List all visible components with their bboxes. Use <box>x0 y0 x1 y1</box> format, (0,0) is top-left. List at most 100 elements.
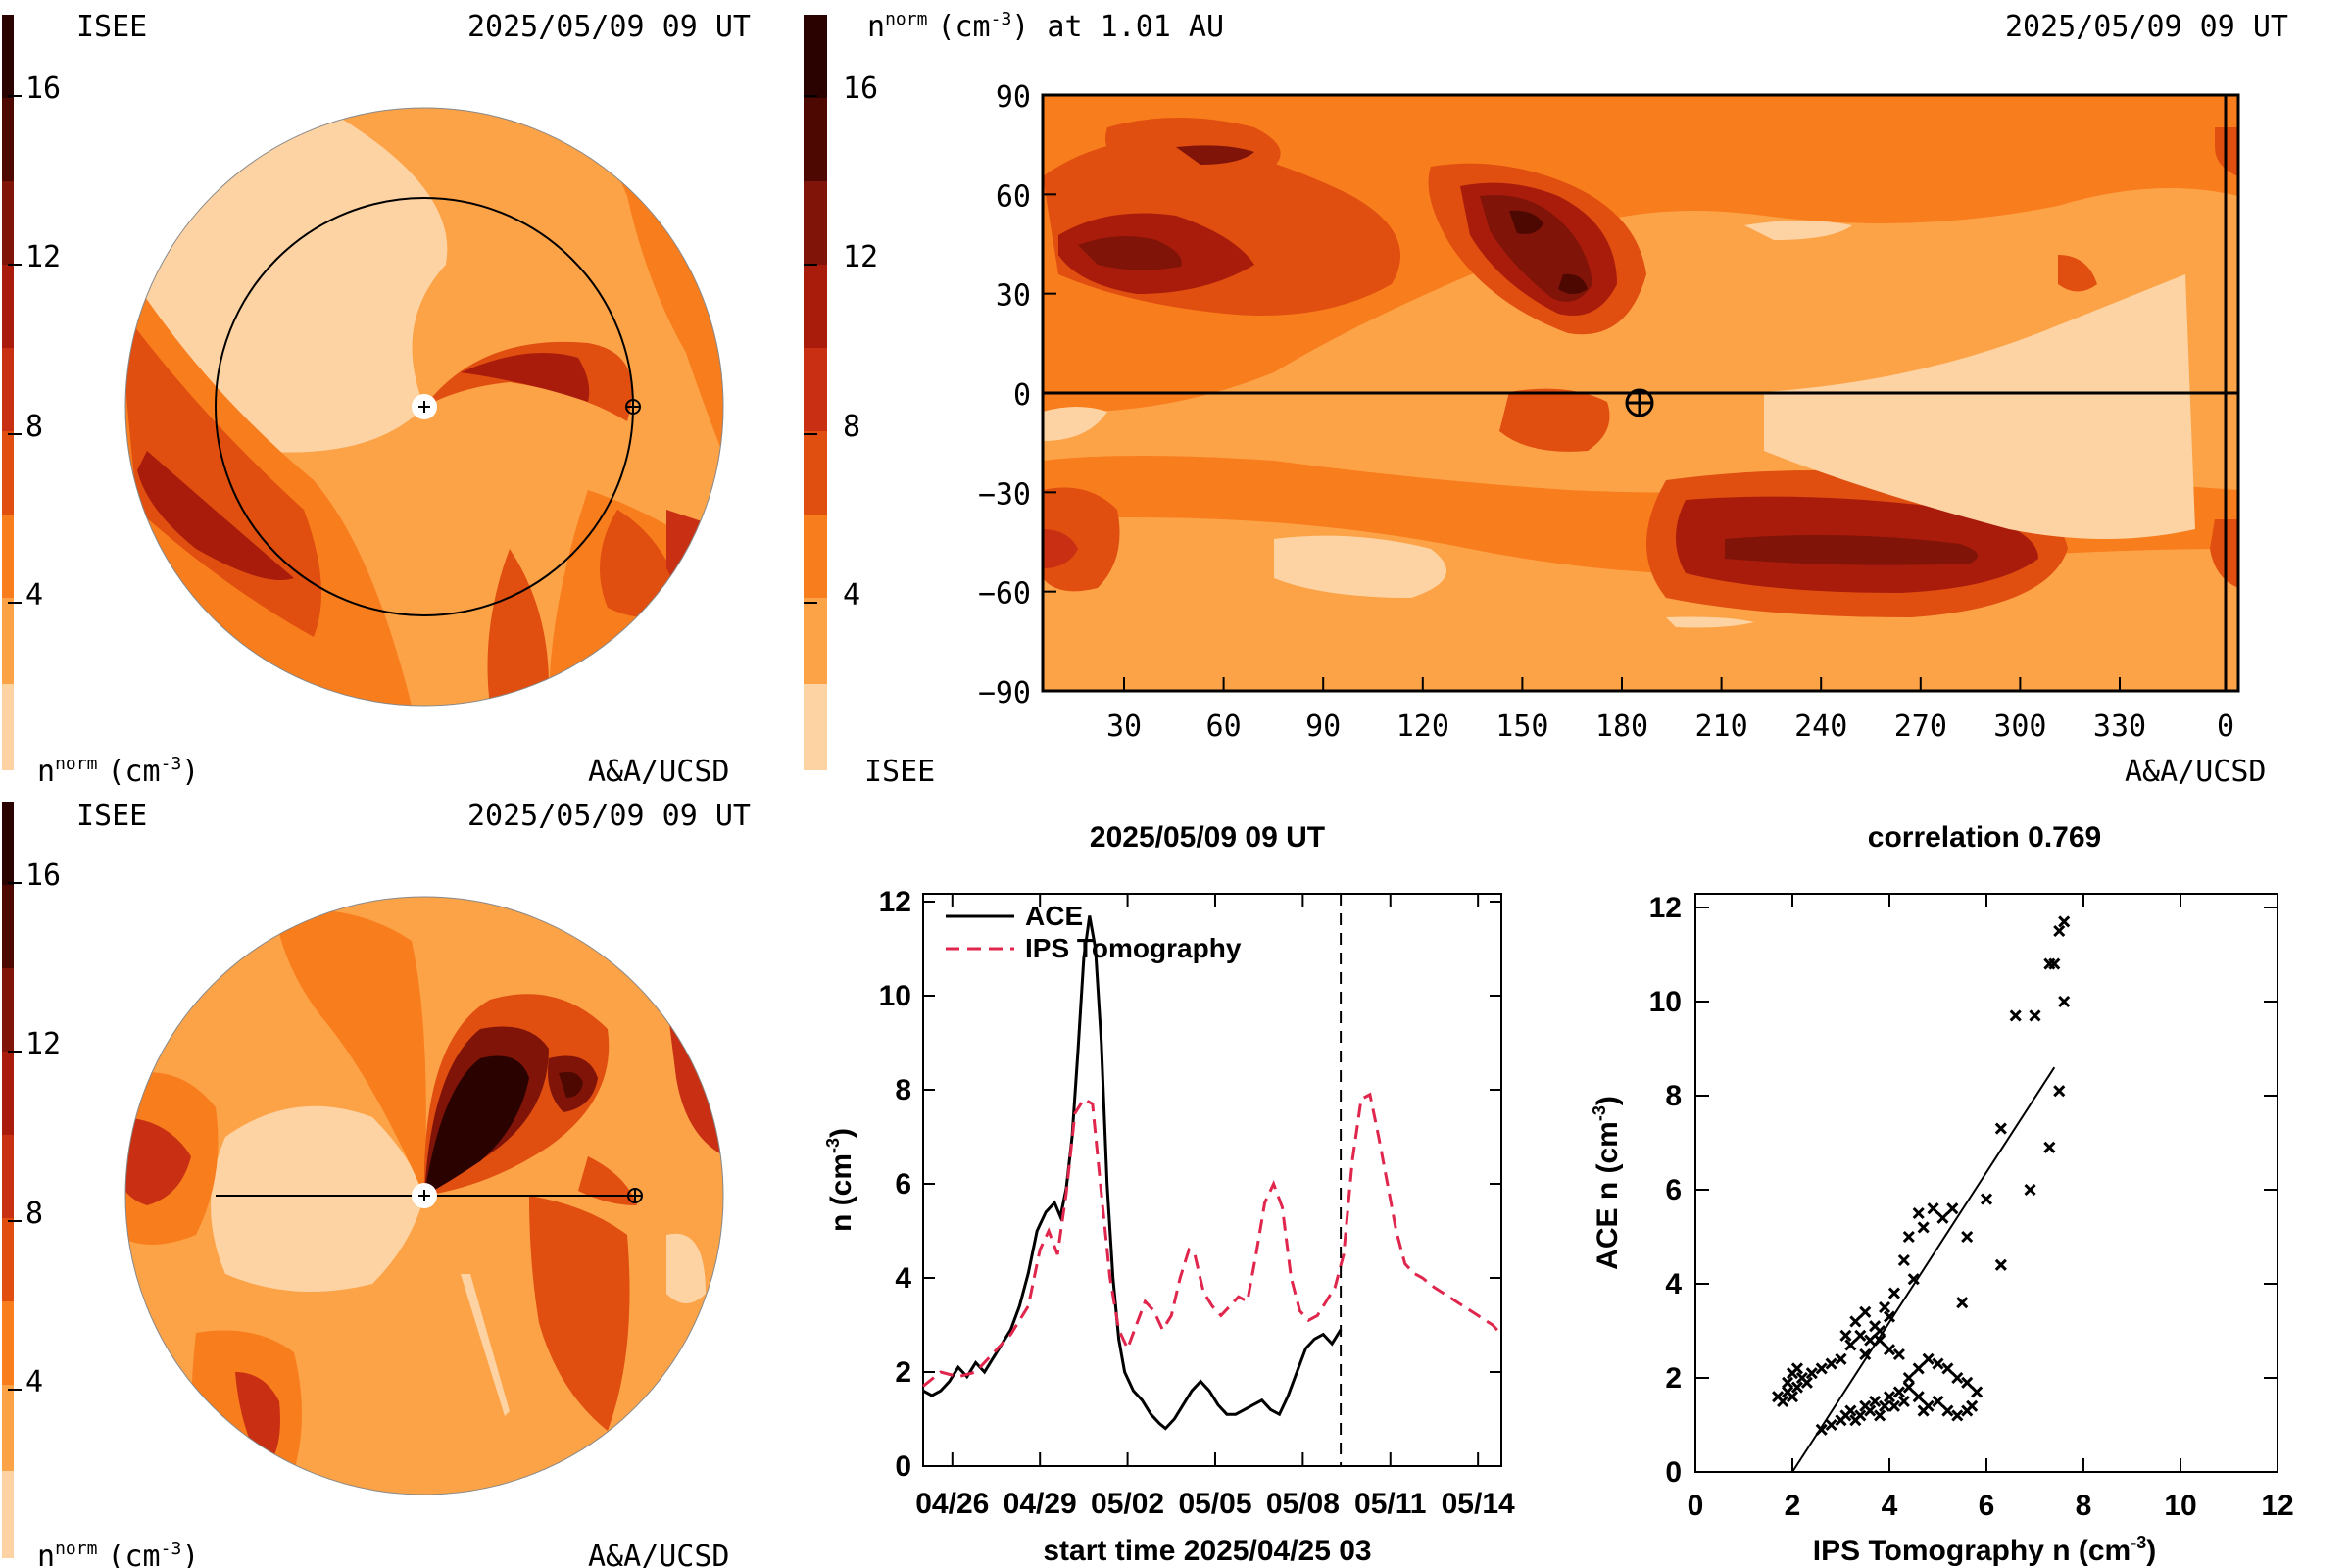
sun-marker <box>412 394 437 419</box>
ts-y-tick-label: 12 <box>879 886 911 918</box>
ts-y-tick-label: 4 <box>895 1262 911 1295</box>
sc-y-tick-label: 8 <box>1665 1080 1682 1112</box>
scatter-points <box>1772 915 2071 1436</box>
scatter-point <box>1902 1230 1915 1244</box>
scatter-point <box>1922 1399 1935 1412</box>
map-x-tick-label: 150 <box>1495 710 1548 744</box>
colorbar-tick-16: 16 <box>843 72 878 106</box>
legend-label-ace: ACE <box>1025 901 1083 931</box>
scatter-panel: correlation 0.769 0 2 4 6 8 10 12 0 2 4 6 8 10 12 IPS… <box>1590 821 2294 1567</box>
scatter-point <box>1892 1348 1905 1361</box>
scatter-point <box>1941 1362 1954 1375</box>
map-y-tick-label: 30 <box>996 279 1031 314</box>
scatter-point <box>1917 1221 1930 1234</box>
scatter-point <box>1956 1297 1969 1309</box>
scatter-point <box>1874 1334 1886 1347</box>
scatter-point <box>1892 1386 1905 1398</box>
scatter-point <box>1790 1362 1804 1375</box>
scatter-point <box>1815 1423 1828 1436</box>
map-x-tick-label: 300 <box>1993 710 2046 744</box>
sun-marker <box>412 1183 437 1208</box>
ts-y-tick-label: 0 <box>895 1450 911 1483</box>
scatter-ylabel: ACE n (cm-3) <box>1590 1096 1624 1270</box>
sc-y-tick-label: 0 <box>1665 1456 1682 1489</box>
map-y-tick-label: −90 <box>978 676 1031 710</box>
map-x-ticks: 30 60 90 120 150 180 210 240 270 300 330 0 <box>1106 677 2234 744</box>
scatter-point <box>1864 1404 1877 1417</box>
colorbar-tick-16: 16 <box>25 858 61 893</box>
scatter-point <box>1971 1386 1984 1398</box>
scatter-point <box>1786 1391 1799 1403</box>
ts-y-tick-label: 2 <box>895 1356 911 1389</box>
scatter-point <box>1907 1273 1920 1286</box>
credit-label: A&A/UCSD <box>588 1540 730 1568</box>
scatter-point <box>1825 1357 1838 1370</box>
scatter-point <box>1869 1395 1882 1408</box>
panel-map: 16 12 8 4 nnorm (cm-3) at 1.01 AU 2025/05… <box>804 9 2288 789</box>
panel-top-left: 16 12 8 4 ISEE 2025/05/09 09 UT nnorm (cm… <box>2 10 751 789</box>
scatter-point <box>1980 1193 1993 1205</box>
map-x-tick-label: 240 <box>1794 710 1847 744</box>
scatter-point <box>1781 1376 1794 1389</box>
colorbar-tick-12: 12 <box>843 240 878 274</box>
scatter-point <box>2029 1009 2041 1022</box>
sc-y-tick-label: 12 <box>1649 892 1682 924</box>
map-x-tick-label: 0 <box>2217 710 2234 744</box>
colorbar-tick-12: 12 <box>25 1027 61 1061</box>
scatter-point <box>2009 1009 2022 1022</box>
sc-x-tick-label: 2 <box>1785 1490 1801 1522</box>
units-label: nnorm (cm-3) <box>37 754 199 789</box>
density-disk-bottom <box>125 897 723 1494</box>
sc-x-tick-label: 0 <box>1688 1490 1704 1522</box>
scatter-point <box>2048 957 2061 970</box>
sc-x-tick-label: 10 <box>2164 1490 2196 1522</box>
scatter-point <box>1883 1310 1896 1323</box>
scatter-point <box>1825 1418 1838 1432</box>
scatter-point <box>1815 1362 1828 1375</box>
org-label: ISEE <box>864 755 935 789</box>
scatter-point <box>1883 1344 1896 1356</box>
legend-label-ips: IPS Tomography <box>1025 933 1242 963</box>
scatter-point <box>1936 1211 1949 1224</box>
scatter-point <box>1902 1371 1915 1385</box>
timeseries-frame <box>922 893 1502 1467</box>
credit-label: A&A/UCSD <box>588 755 730 789</box>
ts-x-tick-label: 05/14 <box>1442 1488 1515 1520</box>
scatter-xlabel: IPS Tomography n (cm-3) <box>1813 1533 2157 1567</box>
scatter-point <box>1966 1399 1979 1412</box>
scatter-point <box>1790 1381 1804 1394</box>
scatter-point <box>1887 1399 1901 1412</box>
scatter-point <box>1927 1202 1939 1215</box>
map-x-tick-label: 60 <box>1206 710 1242 744</box>
scatter-point <box>1800 1376 1813 1389</box>
scatter-point <box>1854 1329 1867 1342</box>
sc-x-tick-label: 8 <box>2076 1490 2092 1522</box>
sc-y-tick-label: 6 <box>1665 1174 1682 1206</box>
scatter-point <box>1941 1404 1954 1417</box>
map-y-tick-label: 90 <box>996 80 1031 115</box>
scatter-point <box>1859 1348 1872 1361</box>
scatter-point <box>2058 995 2071 1008</box>
map-x-tick-label: 30 <box>1106 710 1142 744</box>
colorbar-bottom-left: 16 12 8 4 <box>2 802 61 1558</box>
scatter-point <box>2024 1183 2036 1197</box>
sc-x-tick-label: 12 <box>2261 1490 2293 1522</box>
scatter-point <box>1912 1206 1925 1220</box>
map-x-tick-label: 210 <box>1695 710 1748 744</box>
scatter-point <box>1961 1376 1974 1389</box>
map-y-tick-label: −30 <box>978 477 1031 512</box>
timeseries-ylabel: n (cm-3) <box>823 1128 858 1232</box>
scatter-point <box>1854 1409 1867 1422</box>
map-y-ticks: 90 60 30 0 −30 −60 −90 <box>978 80 1056 710</box>
scatter-point <box>1994 1258 2007 1271</box>
ts-x-tick-label: 04/26 <box>915 1488 989 1520</box>
colorbar-tick-4: 4 <box>25 578 43 612</box>
scatter-point <box>2043 1141 2056 1153</box>
scatter-frame <box>1694 893 2278 1473</box>
timeseries-title: 2025/05/09 09 UT <box>1090 821 1325 854</box>
sc-x-tick-label: 6 <box>1979 1490 1995 1522</box>
scatter-point <box>1878 1399 1891 1412</box>
scatter-point <box>1849 1315 1862 1328</box>
panel-bottom-left: 16 12 8 4 ISEE 2025/05/09 09 UT nnorm (cm… <box>2 799 751 1568</box>
